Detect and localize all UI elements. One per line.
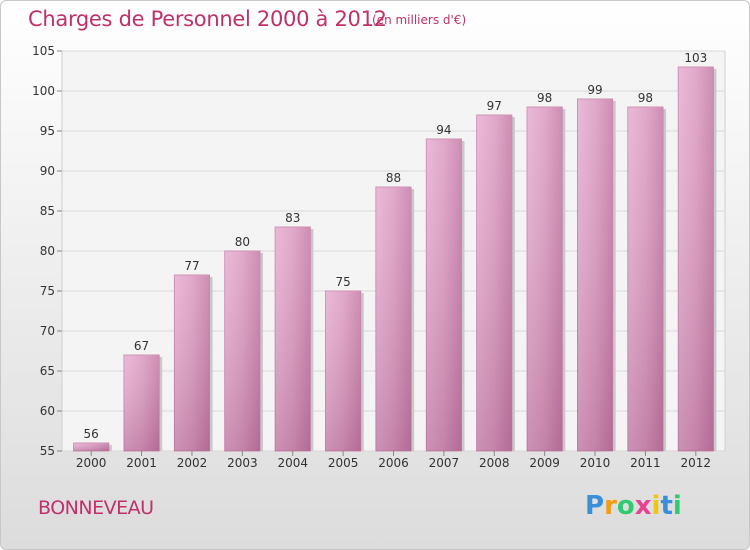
- bar-shade-2012: [678, 67, 714, 451]
- bar-shade-2004: [275, 227, 311, 451]
- bar-shade-2005: [325, 291, 361, 451]
- x-tick-label: 2009: [529, 456, 560, 470]
- y-tick-label: 75: [40, 284, 55, 298]
- logo-letter: x: [634, 491, 652, 521]
- bar-shade-2000: [73, 443, 109, 451]
- logo-letter: P: [585, 491, 605, 521]
- chart-subtitle: (en milliers d'€): [372, 13, 467, 27]
- bar-shade-2002: [174, 275, 210, 451]
- bar-value-label: 98: [638, 91, 653, 105]
- bar-value-label: 83: [285, 211, 300, 225]
- bar-value-label: 94: [436, 123, 451, 137]
- bar-value-label: 103: [684, 51, 707, 65]
- bar-value-label: 75: [335, 275, 350, 289]
- x-tick-label: 2002: [177, 456, 208, 470]
- bar-value-label: 67: [134, 339, 149, 353]
- x-tick-label: 2004: [277, 456, 308, 470]
- y-tick-label: 105: [32, 44, 55, 58]
- y-tick-label: 65: [40, 364, 55, 378]
- logo-letter: o: [616, 491, 635, 521]
- y-tick-label: 95: [40, 124, 55, 138]
- bar-value-label: 77: [184, 259, 199, 273]
- y-tick-label: 90: [40, 164, 55, 178]
- bar-shade-2003: [224, 251, 260, 451]
- x-tick-label: 2007: [429, 456, 460, 470]
- x-tick-label: 2000: [76, 456, 107, 470]
- x-tick-label: 2006: [378, 456, 409, 470]
- x-tick-label: 2001: [126, 456, 157, 470]
- chart-title: Charges de Personnel 2000 à 2012: [28, 7, 387, 31]
- x-tick-label: 2005: [328, 456, 359, 470]
- bar-shade-2011: [627, 107, 664, 451]
- bar-shade-2008: [476, 115, 512, 451]
- x-tick-label: 2008: [479, 456, 510, 470]
- logo-letter: t: [660, 491, 673, 521]
- logo-letter: r: [604, 491, 617, 521]
- x-tick-label: 2011: [630, 456, 661, 470]
- y-tick-label: 100: [32, 84, 55, 98]
- bar-shade-2010: [577, 99, 613, 451]
- proxiti-logo[interactable]: Proxiti: [585, 491, 682, 521]
- bar-value-label: 88: [386, 171, 401, 185]
- bar-value-label: 97: [487, 99, 502, 113]
- bar-shade-2009: [527, 107, 563, 451]
- town-name: BONNEVEAU: [38, 497, 154, 519]
- y-tick-label: 60: [40, 404, 55, 418]
- y-tick-label: 70: [40, 324, 55, 338]
- y-tick-label: 80: [40, 244, 55, 258]
- bar-shade-2007: [426, 139, 462, 451]
- logo-letter: i: [651, 491, 661, 521]
- x-tick-label: 2003: [227, 456, 258, 470]
- bar-value-label: 80: [235, 235, 250, 249]
- y-tick-label: 85: [40, 204, 55, 218]
- y-axis: 55 60 65 70 75 80 85 90 95 100 105: [32, 44, 62, 458]
- bar-value-label: 99: [587, 83, 602, 97]
- x-axis: 2000 2001 2002 2003 2004 2005 2006 2007 2008 2009…: [76, 451, 711, 470]
- x-tick-label: 2012: [681, 456, 712, 470]
- logo-letter: i: [672, 491, 682, 521]
- bar-shade-2001: [123, 355, 160, 451]
- x-tick-label: 2010: [580, 456, 611, 470]
- bar-value-label: 98: [537, 91, 552, 105]
- bar-value-label: 56: [84, 427, 99, 441]
- bars: 56 67 77 80 83 75 88 94 97 98 99 98 103: [73, 51, 717, 452]
- y-tick-label: 55: [40, 444, 55, 458]
- bar-shade-2006: [375, 187, 412, 451]
